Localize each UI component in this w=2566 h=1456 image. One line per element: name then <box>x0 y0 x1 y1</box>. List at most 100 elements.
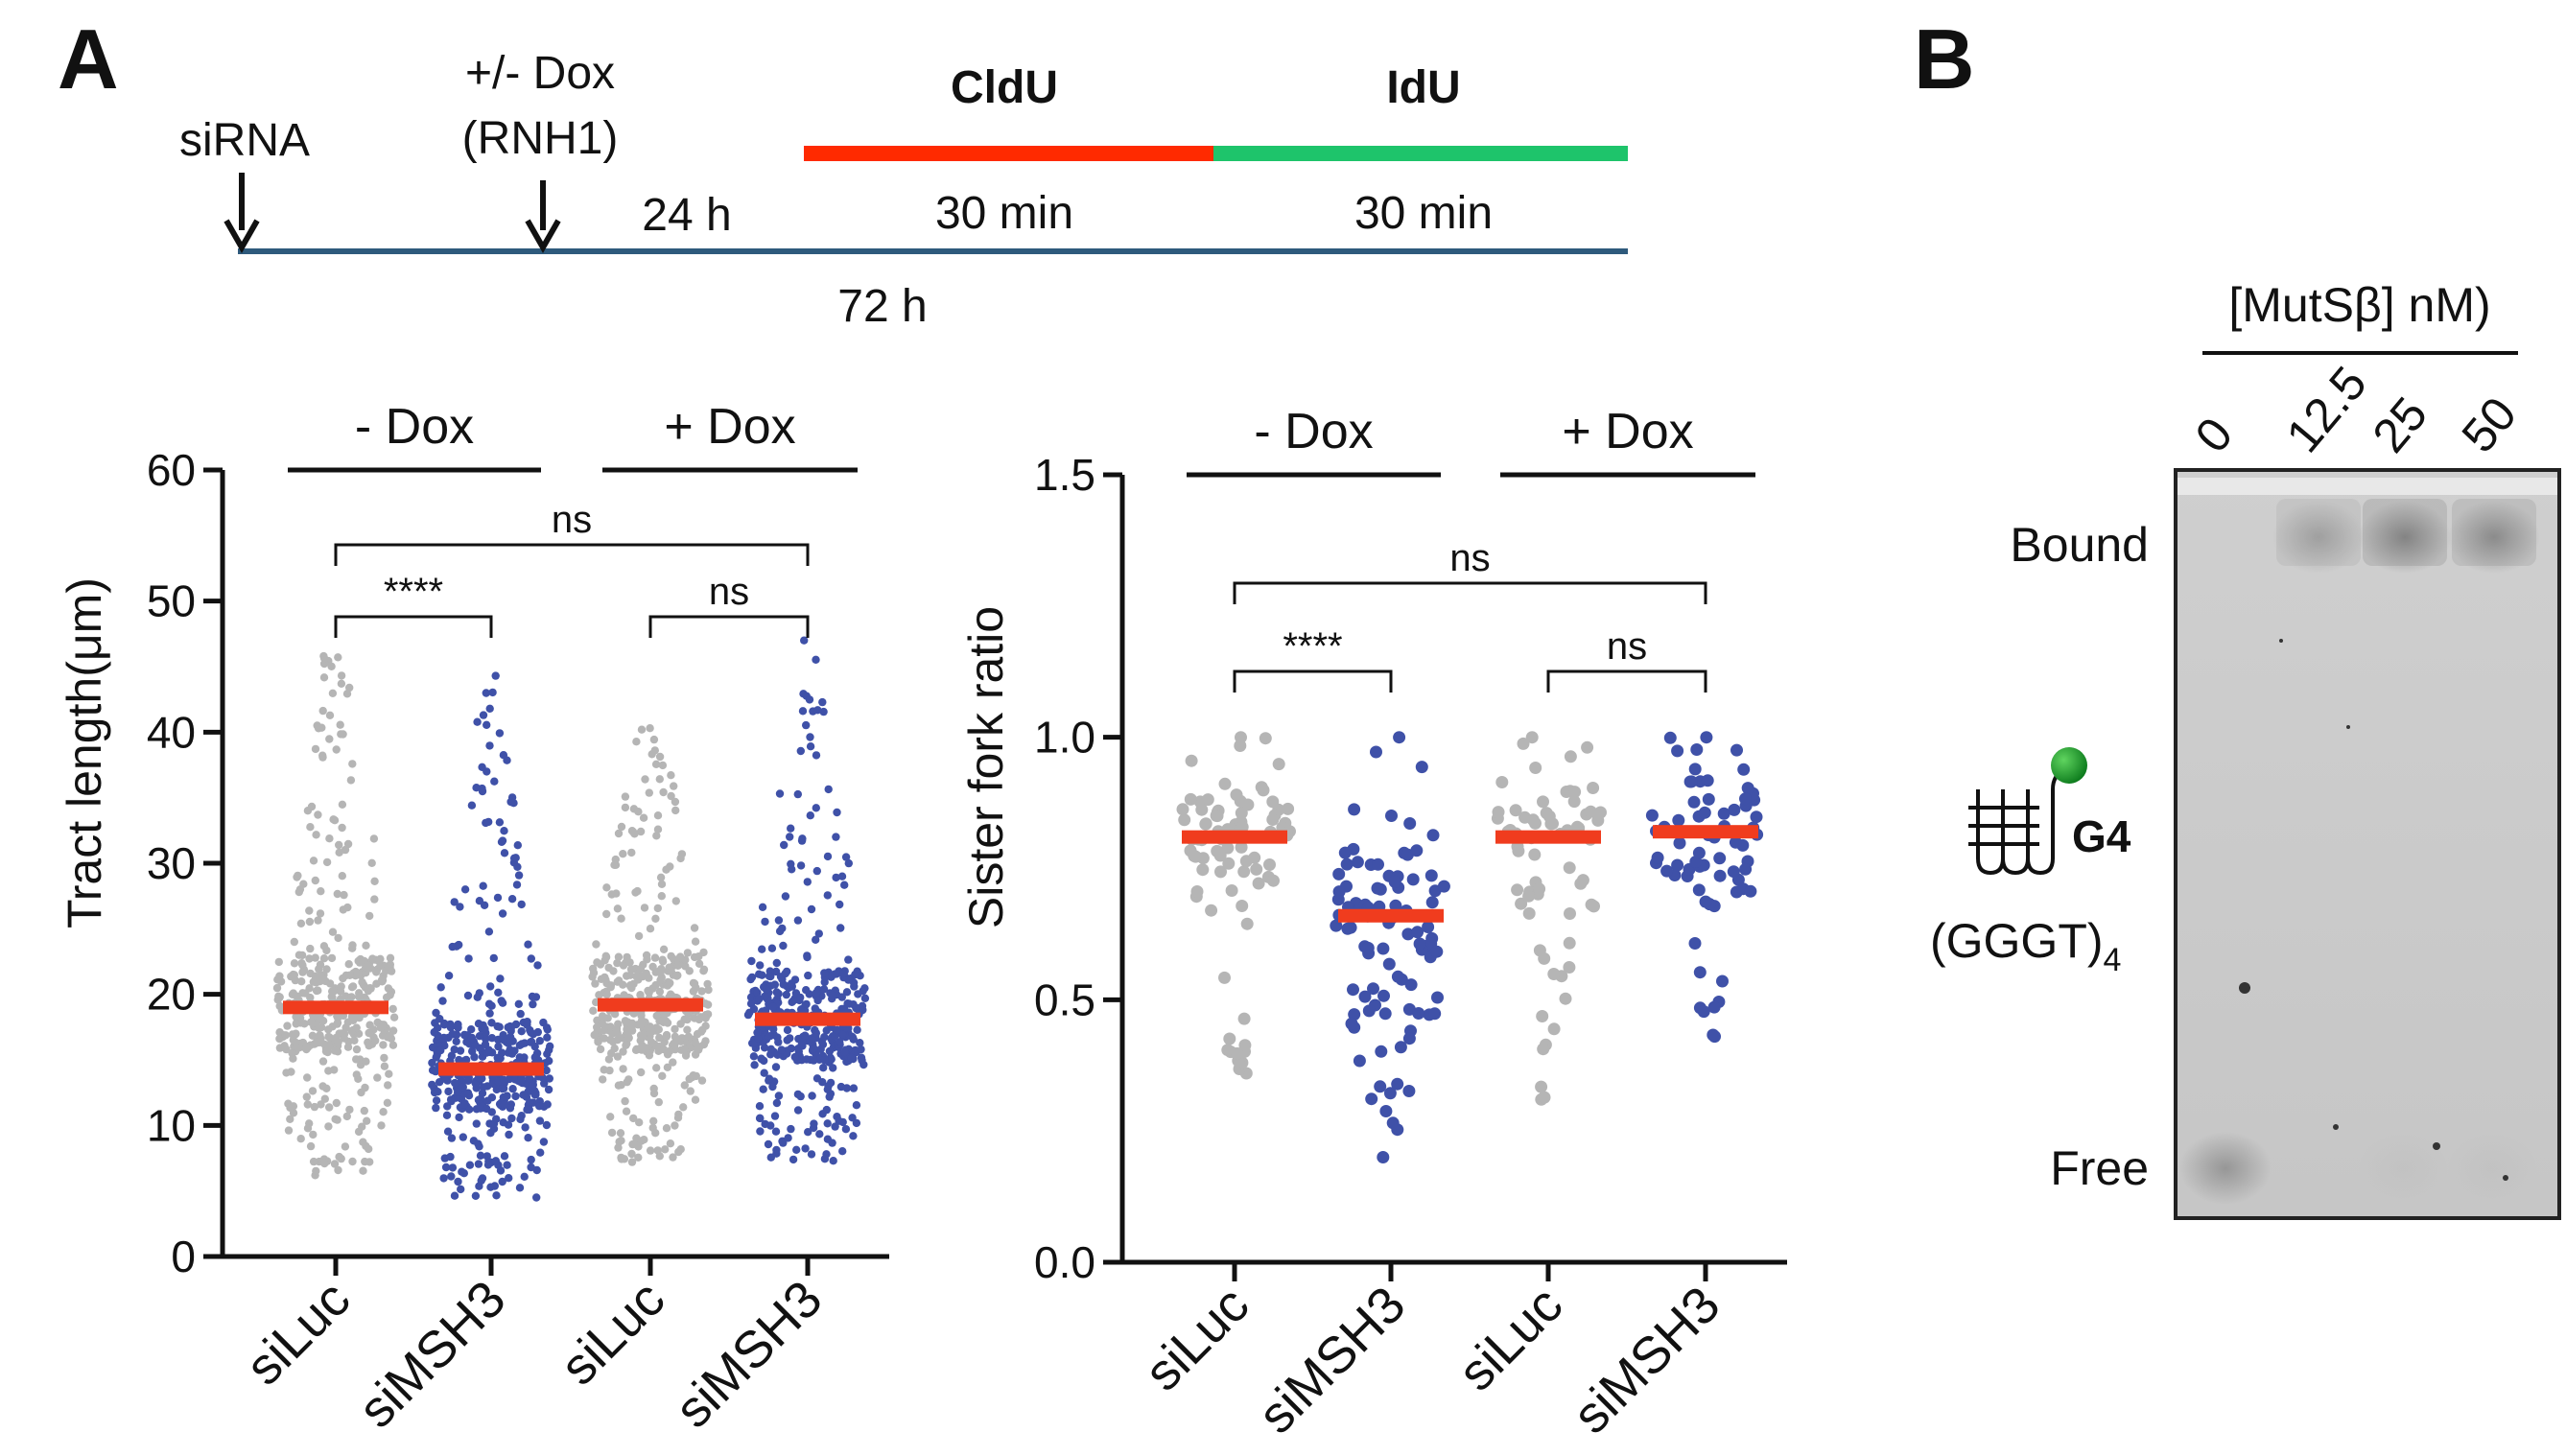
data-point <box>333 889 341 899</box>
data-point <box>850 982 859 991</box>
data-point <box>295 885 305 894</box>
data-point <box>337 671 346 680</box>
data-point <box>1535 1080 1548 1093</box>
data-point <box>459 1133 467 1141</box>
data-point <box>1538 1091 1551 1104</box>
data-point <box>616 1129 625 1138</box>
data-point <box>694 952 703 961</box>
data-point <box>363 1116 371 1125</box>
data-point <box>655 775 664 784</box>
data-point <box>294 871 302 881</box>
data-point <box>371 1036 380 1045</box>
fluorophore-bead-icon <box>2051 747 2087 784</box>
data-point <box>456 903 464 911</box>
data-point <box>1588 900 1600 913</box>
data-point <box>657 892 666 901</box>
bound-band <box>2359 501 2451 574</box>
data-point <box>325 711 335 719</box>
gel-specks <box>2239 639 2508 1181</box>
data-point <box>820 1155 830 1163</box>
data-point <box>775 927 785 936</box>
data-point <box>814 929 823 938</box>
data-point <box>658 1071 667 1081</box>
group-label: + Dox <box>664 399 795 455</box>
data-point <box>810 1119 818 1128</box>
data-point <box>647 1027 657 1036</box>
data-point <box>753 1028 762 1037</box>
significance-label: ns <box>1449 537 1490 579</box>
data-point <box>607 1128 617 1138</box>
data-point <box>354 992 364 1001</box>
data-point <box>829 1157 837 1165</box>
gel-lane-label: 25 <box>2363 387 2438 462</box>
data-point <box>1737 763 1751 776</box>
panel-label-b: B <box>1914 12 1975 106</box>
data-point <box>513 841 522 850</box>
data-point <box>667 771 675 780</box>
significance-label: **** <box>384 571 443 613</box>
x-category-label: siMSH3 <box>1562 1276 1730 1444</box>
data-point <box>491 1157 501 1165</box>
data-point <box>838 1147 847 1156</box>
data-point <box>290 937 298 947</box>
data-point <box>377 1121 386 1130</box>
data-point <box>1517 737 1530 750</box>
data-point <box>1365 1092 1378 1106</box>
data-point <box>1221 1044 1235 1057</box>
data-point <box>1222 857 1236 870</box>
data-point <box>1645 809 1659 822</box>
data-point <box>691 937 700 946</box>
group-label: - Dox <box>1254 404 1373 459</box>
data-point <box>460 1031 469 1040</box>
data-point <box>1240 917 1254 930</box>
data-point <box>362 1141 370 1151</box>
data-point <box>793 1106 803 1115</box>
data-point <box>651 760 661 768</box>
data-point <box>345 1105 354 1115</box>
data-point <box>1223 1032 1236 1045</box>
data-point <box>332 1098 341 1108</box>
data-point <box>319 654 329 663</box>
data-point <box>514 871 524 880</box>
data-point <box>298 968 307 976</box>
data-point <box>489 953 498 963</box>
data-point <box>345 971 354 979</box>
data-point <box>617 1155 626 1163</box>
data-point <box>506 1104 515 1113</box>
data-point <box>333 1020 341 1028</box>
data-point <box>373 1073 382 1082</box>
data-point <box>314 810 322 819</box>
data-point <box>755 1102 765 1111</box>
data-point <box>528 1082 537 1092</box>
data-point <box>446 1152 455 1162</box>
data-point <box>812 655 820 664</box>
data-point <box>1345 1017 1358 1030</box>
data-point <box>1538 951 1551 965</box>
data-point <box>654 1097 663 1107</box>
data-point <box>612 889 621 898</box>
data-point <box>691 1039 699 1047</box>
data-point <box>596 960 605 969</box>
data-point <box>596 1045 605 1054</box>
y-tick-label: 0 <box>171 1232 196 1281</box>
data-point <box>1272 758 1285 771</box>
gel-lane-labels: 0 12.525 50 <box>2185 357 2528 463</box>
data-point <box>812 866 821 876</box>
data-point <box>788 865 796 874</box>
data-point <box>1492 806 1505 819</box>
data-point <box>1201 793 1214 807</box>
data-point <box>335 840 343 850</box>
data-point <box>473 717 482 726</box>
data-point <box>694 959 704 968</box>
data-point <box>439 1033 448 1043</box>
data-point <box>657 880 667 888</box>
data-point <box>793 916 803 925</box>
data-point <box>824 785 833 794</box>
data-point <box>1522 906 1536 920</box>
data-point <box>274 957 283 967</box>
data-point <box>840 881 849 889</box>
data-point <box>296 1135 305 1143</box>
data-point <box>290 959 299 968</box>
data-point <box>600 1034 608 1043</box>
data-point <box>543 1033 552 1042</box>
